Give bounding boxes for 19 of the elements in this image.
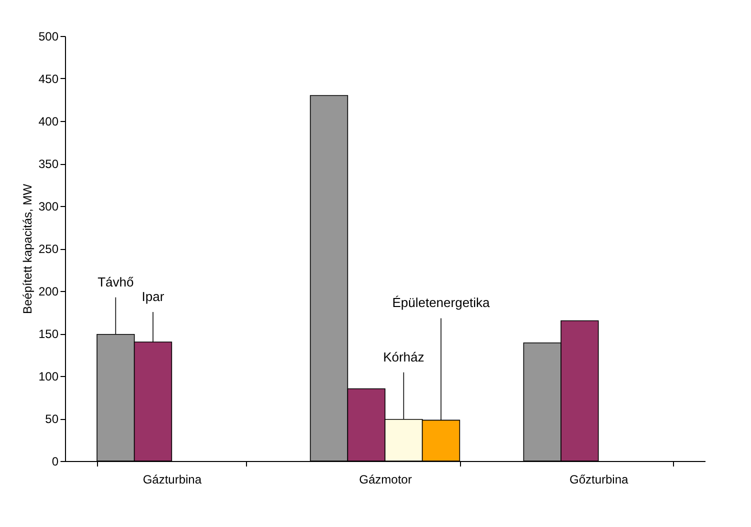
x-tick-label: Gázmotor (359, 472, 412, 486)
y-tick-label: 300 (38, 200, 59, 214)
text: Ipar (142, 289, 165, 304)
y-tick-label: 0 (52, 454, 59, 468)
text: Épületenergetika (392, 295, 491, 310)
y-tick-label: 450 (38, 72, 59, 86)
y-tick-label: 50 (45, 412, 59, 426)
text: Kórház (383, 349, 424, 364)
x-tick-label: Gázturbina (142, 472, 202, 486)
y-tick-label: 400 (38, 114, 59, 128)
y-tick-label: 500 (38, 30, 59, 44)
y-tick-label: 350 (38, 157, 59, 171)
x-tick-label: Gőzturbina (569, 472, 629, 486)
y-tick-label: 200 (38, 284, 59, 298)
y-tick-label: 100 (38, 370, 59, 384)
y-axis-title: Beépített kapacitás, MW (20, 183, 34, 314)
y-tick-label: 150 (38, 327, 59, 341)
y-tick-label: 250 (38, 242, 59, 256)
text: Távhő (98, 274, 134, 290)
